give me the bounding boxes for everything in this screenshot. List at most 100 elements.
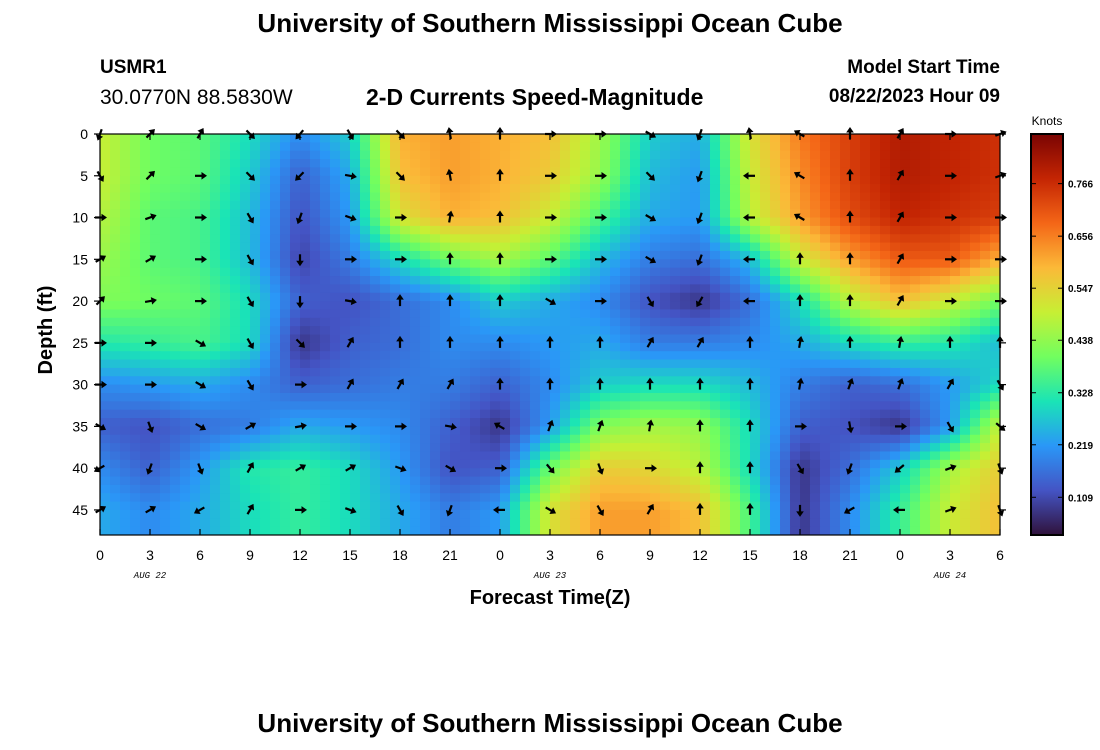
heat-cell bbox=[120, 292, 131, 302]
heat-cell bbox=[250, 392, 261, 402]
heat-cell bbox=[410, 401, 421, 411]
heat-cell bbox=[160, 493, 171, 503]
heat-cell bbox=[380, 376, 391, 386]
heat-cell bbox=[900, 409, 911, 419]
chart-subtitle: 2-D Currents Speed-Magnitude bbox=[366, 84, 704, 110]
heat-cell bbox=[180, 401, 191, 411]
heat-cell bbox=[120, 134, 131, 143]
heat-cell bbox=[120, 509, 131, 519]
heat-cell bbox=[440, 426, 451, 436]
heat-cell bbox=[700, 418, 711, 427]
current-arrow bbox=[93, 464, 105, 473]
heat-cell bbox=[830, 468, 841, 478]
heat-cell bbox=[340, 509, 351, 519]
heat-cell bbox=[530, 434, 541, 444]
heat-cell bbox=[120, 267, 131, 277]
heat-cell bbox=[560, 418, 571, 427]
heat-cell bbox=[330, 459, 341, 469]
heat-cell bbox=[560, 317, 571, 327]
heat-cell bbox=[270, 409, 281, 419]
heat-cell bbox=[700, 451, 711, 461]
heat-cell bbox=[920, 526, 931, 535]
heat-cell bbox=[890, 192, 901, 202]
heat-cell bbox=[690, 468, 701, 478]
heat-cell bbox=[500, 159, 511, 169]
heat-cell bbox=[860, 309, 871, 319]
heat-cell bbox=[480, 367, 491, 377]
heat-cell bbox=[300, 309, 311, 319]
heat-cell bbox=[580, 367, 591, 377]
heat-cell bbox=[570, 184, 581, 194]
heat-cell bbox=[130, 334, 141, 344]
heat-cell bbox=[300, 367, 311, 377]
heat-cell bbox=[670, 459, 681, 469]
heat-cell bbox=[340, 225, 351, 235]
heat-cell bbox=[980, 484, 991, 494]
heat-cell bbox=[960, 309, 971, 319]
heat-cell bbox=[230, 184, 241, 194]
heat-cell bbox=[890, 267, 901, 277]
heat-cell bbox=[590, 376, 601, 386]
heat-cell bbox=[970, 367, 981, 377]
heat-cell bbox=[650, 200, 661, 210]
heat-cell bbox=[840, 334, 851, 344]
heat-cell bbox=[950, 192, 961, 202]
heat-cell bbox=[720, 376, 731, 386]
heat-cell bbox=[520, 418, 531, 427]
heat-cell bbox=[290, 250, 301, 260]
heat-cell bbox=[650, 509, 661, 519]
heat-cell bbox=[720, 184, 731, 194]
heat-cell bbox=[250, 159, 261, 169]
heat-cell bbox=[940, 200, 951, 210]
heat-cell bbox=[990, 526, 1000, 535]
heat-cell bbox=[900, 234, 911, 244]
heat-cell bbox=[990, 392, 1000, 402]
heat-cell bbox=[580, 225, 591, 235]
heat-cell bbox=[600, 150, 611, 160]
heat-cell bbox=[110, 493, 121, 503]
current-arrow bbox=[796, 504, 804, 517]
heat-cell bbox=[850, 259, 861, 269]
heat-cell bbox=[940, 484, 951, 494]
heat-cell bbox=[820, 518, 831, 528]
heat-cell bbox=[600, 234, 611, 244]
heat-cell bbox=[110, 342, 121, 352]
heat-cell bbox=[670, 384, 681, 394]
heat-cell bbox=[110, 250, 121, 260]
current-arrow bbox=[193, 506, 205, 514]
heat-cell bbox=[240, 184, 251, 194]
heat-cell bbox=[890, 234, 901, 244]
heat-cell bbox=[150, 426, 161, 436]
heat-cell bbox=[910, 426, 921, 436]
heat-cell bbox=[370, 451, 381, 461]
heat-cell bbox=[840, 200, 851, 210]
heat-cell bbox=[560, 309, 571, 319]
heat-cell bbox=[620, 175, 631, 185]
heat-cell bbox=[400, 392, 411, 402]
heat-cell bbox=[980, 392, 991, 402]
heat-cell bbox=[290, 292, 301, 302]
heat-cell bbox=[130, 418, 141, 427]
heat-cell bbox=[150, 501, 161, 511]
heat-cell bbox=[490, 359, 501, 369]
heat-cell bbox=[570, 401, 581, 411]
heat-cell bbox=[450, 342, 461, 352]
heat-cell bbox=[350, 334, 361, 344]
heat-cell bbox=[800, 451, 811, 461]
heat-cell bbox=[990, 134, 1000, 143]
heat-cell bbox=[970, 359, 981, 369]
heat-cell bbox=[910, 284, 921, 294]
heat-cell bbox=[410, 359, 421, 369]
heat-cell bbox=[170, 451, 181, 461]
heat-cell bbox=[770, 292, 781, 302]
heat-cell bbox=[690, 426, 701, 436]
current-arrow bbox=[144, 213, 157, 221]
x-tick-label: 9 bbox=[246, 547, 254, 563]
heat-cell bbox=[780, 175, 791, 185]
heat-cell bbox=[880, 167, 891, 177]
heat-cell bbox=[790, 159, 801, 169]
x-axis-label: Forecast Time(Z) bbox=[470, 587, 631, 609]
heat-cell bbox=[230, 418, 241, 427]
heat-cell bbox=[910, 342, 921, 352]
heat-cell bbox=[650, 259, 661, 269]
